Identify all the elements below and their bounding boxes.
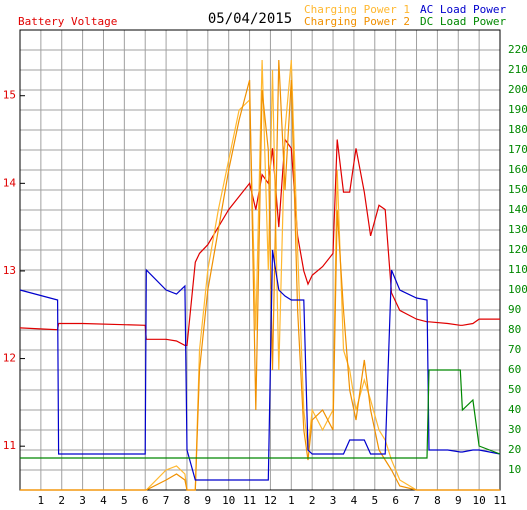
y2-tick-label: 110 — [508, 263, 527, 276]
x-tick-label: 5 — [371, 494, 378, 507]
y2-tick-label: 200 — [508, 83, 527, 96]
series-line — [19, 249, 501, 481]
x-tick-label: 1 — [288, 494, 295, 507]
x-tick-label: 5 — [121, 494, 128, 507]
x-tick-label: 2 — [58, 494, 65, 507]
legend-label: Charging Power 2 — [304, 15, 410, 28]
y2-tick-label: 190 — [508, 103, 527, 116]
y2-tick-label: 80 — [508, 323, 521, 336]
y2-tick-label: 100 — [508, 283, 527, 296]
y2-tick-label: 20 — [508, 443, 521, 456]
x-tick-label: 7 — [413, 494, 420, 507]
x-tick-label: 1 — [38, 494, 45, 507]
x-tick-label: 8 — [184, 494, 191, 507]
y2-tick-label: 40 — [508, 403, 521, 416]
x-tick-label: 6 — [392, 494, 399, 507]
legend-label: AC Load Power — [420, 3, 506, 16]
x-tick-label: 3 — [330, 494, 337, 507]
x-tick-label: 9 — [205, 494, 212, 507]
y2-tick-label: 150 — [508, 183, 527, 196]
y2-tick-label: 10 — [508, 463, 521, 476]
x-tick-label: 3 — [79, 494, 86, 507]
y2-tick-label: 210 — [508, 63, 527, 76]
legend-label: Charging Power 1 — [304, 3, 410, 16]
x-tick-label: 10 — [473, 494, 486, 507]
y-tick-label: 15 — [3, 89, 16, 102]
y-tick-label: 13 — [3, 264, 16, 277]
y2-tick-label: 140 — [508, 203, 527, 216]
x-tick-label: 10 — [222, 494, 235, 507]
legend-label: Battery Voltage — [18, 15, 117, 28]
y-tick-label: 14 — [3, 176, 17, 189]
y2-tick-label: 70 — [508, 343, 521, 356]
y2-tick-label: 170 — [508, 143, 527, 156]
y2-tick-label: 220 — [508, 43, 527, 56]
y2-tick-label: 30 — [508, 423, 521, 436]
y2-tick-label: 130 — [508, 223, 527, 236]
x-tick-label: 6 — [142, 494, 149, 507]
plot-frame — [19, 29, 501, 491]
y-tick-label: 11 — [3, 439, 16, 452]
y2-tick-label: 90 — [508, 303, 521, 316]
x-tick-label: 11 — [243, 494, 256, 507]
x-tick-label: 7 — [163, 494, 170, 507]
x-tick-label: 2 — [309, 494, 316, 507]
y-tick-label: 12 — [3, 352, 16, 365]
x-tick-label: 9 — [455, 494, 462, 507]
series-line — [20, 59, 500, 491]
legend-label: DC Load Power — [420, 15, 506, 28]
chart-title: 05/04/2015 — [208, 11, 292, 27]
series-line — [20, 369, 501, 459]
x-tick-label: 11 — [493, 494, 506, 507]
x-tick-label: 12 — [264, 494, 277, 507]
y2-tick-label: 160 — [508, 163, 527, 176]
x-tick-label: 4 — [100, 494, 107, 507]
x-tick-label: 8 — [434, 494, 441, 507]
y2-tick-label: 60 — [508, 363, 521, 376]
y2-tick-label: 120 — [508, 243, 527, 256]
x-tick-label: 4 — [351, 494, 358, 507]
y2-tick-label: 180 — [508, 123, 527, 136]
y2-tick-label: 50 — [508, 383, 521, 396]
